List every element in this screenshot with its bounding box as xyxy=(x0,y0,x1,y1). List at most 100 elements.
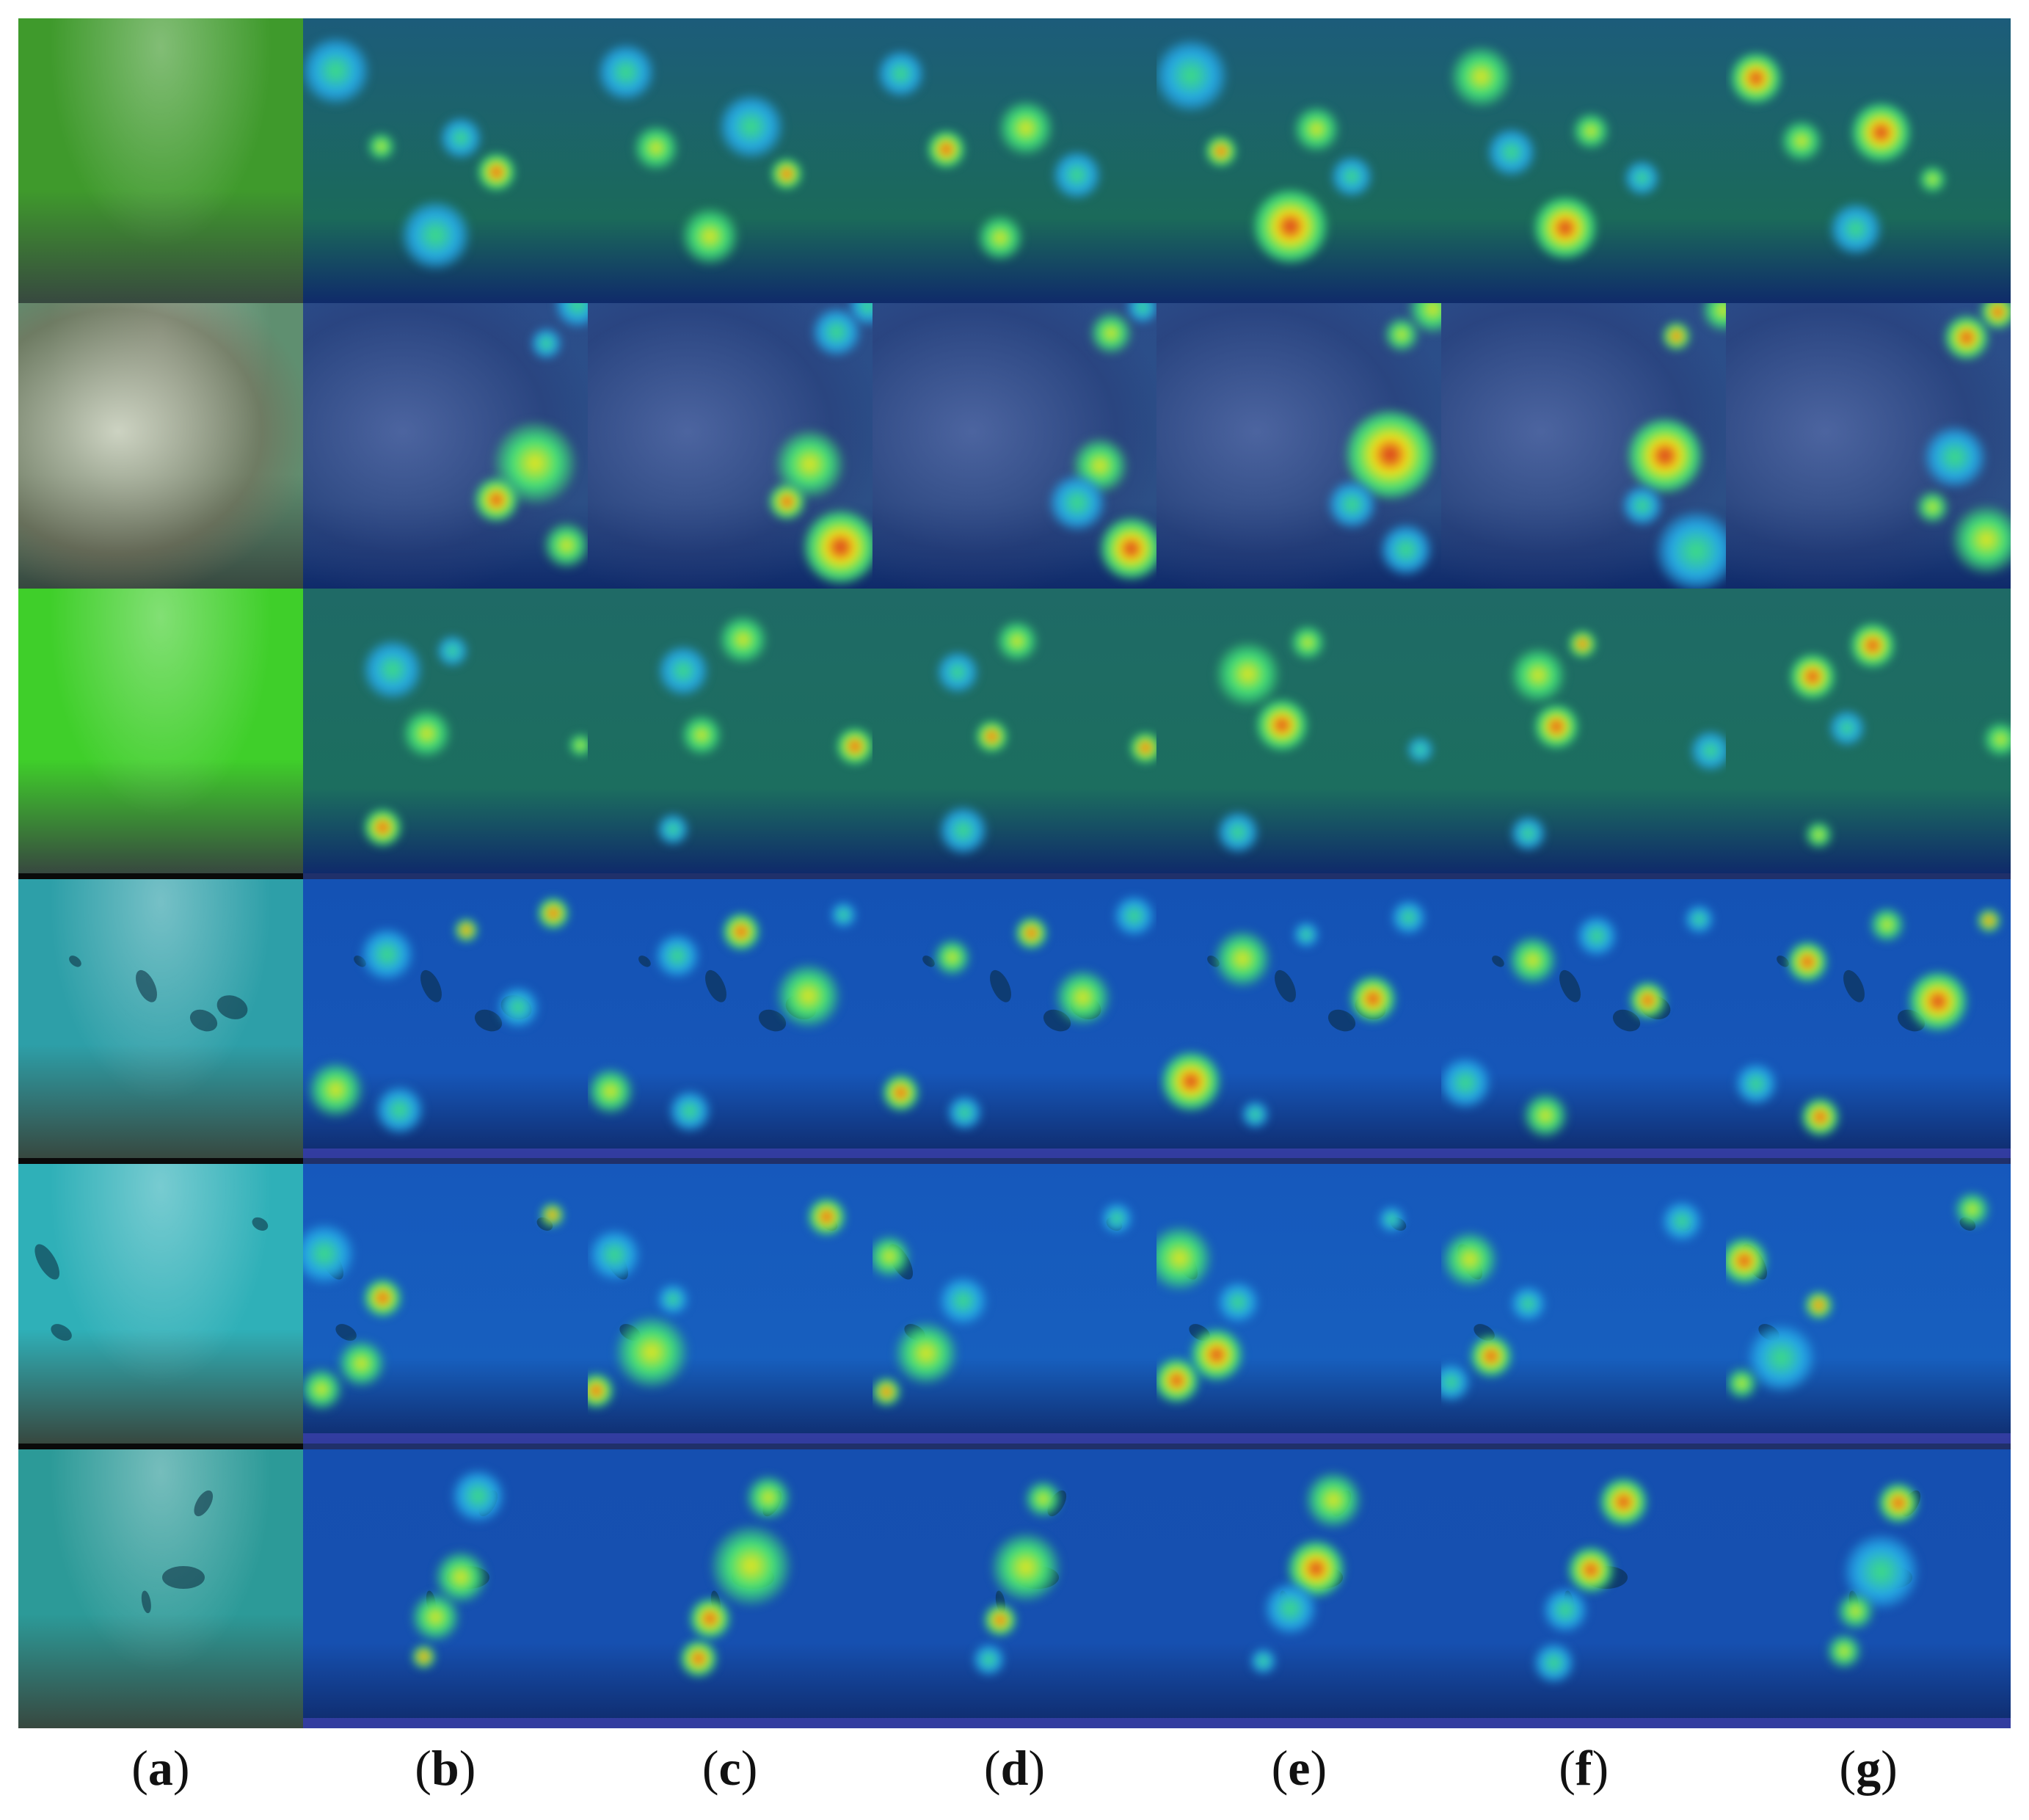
heat-blob xyxy=(1090,313,1132,354)
bottom-band xyxy=(302,1718,589,1729)
heat-blob xyxy=(1627,418,1702,494)
heat-blob xyxy=(1407,736,1433,762)
heat-blob xyxy=(746,1475,790,1520)
heatmap-tile xyxy=(302,18,589,304)
heatmap-tile xyxy=(872,1443,1157,1729)
heat-blob xyxy=(882,1074,919,1111)
timestamp-band xyxy=(18,1158,304,1165)
heat-blob xyxy=(1290,625,1325,660)
heat-blob xyxy=(1829,203,1882,255)
heat-blob xyxy=(1510,647,1566,703)
heat-blob xyxy=(437,636,468,667)
scene-background xyxy=(18,1443,304,1729)
heat-blob xyxy=(1487,128,1535,177)
heat-blob xyxy=(1256,699,1308,751)
heat-blob xyxy=(537,898,569,929)
bottom-band xyxy=(302,1433,589,1444)
heat-blob xyxy=(1730,52,1782,104)
heat-blob xyxy=(719,95,784,159)
fish-silhouette xyxy=(161,1565,205,1589)
heat-blob xyxy=(1656,511,1727,589)
heat-blob xyxy=(939,807,988,855)
bottom-band xyxy=(1156,1718,1442,1729)
heatmap-tile xyxy=(872,303,1157,589)
heatmap-tile xyxy=(1441,1443,1727,1729)
heat-blob xyxy=(363,639,423,699)
heat-blob xyxy=(1924,426,1986,488)
bottom-band xyxy=(1156,1148,1442,1159)
source-image-tile xyxy=(18,1443,304,1729)
heat-blob xyxy=(412,1645,436,1669)
scene-background xyxy=(18,588,304,874)
heat-blob xyxy=(1350,975,1396,1022)
source-image-tile xyxy=(18,303,304,589)
heat-blob xyxy=(1543,1587,1587,1632)
heat-blob xyxy=(1241,1100,1269,1128)
heatmap-tile xyxy=(1156,873,1442,1159)
heat-blob xyxy=(1327,480,1376,528)
heat-blob xyxy=(474,478,519,523)
heat-blob xyxy=(1850,623,1895,668)
scene-background xyxy=(872,1158,1157,1444)
heatmap-tile xyxy=(587,18,873,304)
bottom-band xyxy=(302,1148,589,1159)
heat-blob xyxy=(655,933,699,978)
heat-blob xyxy=(1981,303,2011,330)
heatmap-tile xyxy=(587,1158,873,1444)
scene-background xyxy=(302,1158,589,1444)
heatmap-tile xyxy=(1441,303,1727,589)
heat-blob xyxy=(933,939,970,975)
heat-blob xyxy=(376,1085,424,1134)
heat-blob xyxy=(1331,156,1373,197)
heat-blob xyxy=(812,307,861,356)
heat-blob xyxy=(1053,151,1101,200)
heat-blob xyxy=(455,919,478,942)
heat-blob xyxy=(1161,1052,1221,1111)
timestamp-band xyxy=(1441,873,1727,879)
timestamp-band xyxy=(1156,1443,1442,1449)
heat-blob xyxy=(1908,972,1968,1032)
heatmap-tile xyxy=(587,588,873,874)
heatmap-tile xyxy=(302,1443,589,1729)
scene-background xyxy=(1726,873,2011,1159)
heat-blob xyxy=(1129,732,1157,764)
heat-blob xyxy=(1511,1286,1545,1321)
timestamp-band xyxy=(1726,1158,2011,1165)
scene-background xyxy=(18,18,304,304)
heat-blob xyxy=(984,1604,1016,1637)
heat-blob xyxy=(543,523,589,569)
heat-blob xyxy=(1441,1058,1491,1108)
heat-blob xyxy=(1205,135,1236,167)
heat-blob xyxy=(1217,811,1258,853)
heat-blob xyxy=(1216,641,1280,706)
heat-blob xyxy=(1690,730,1727,771)
heat-blob xyxy=(1156,1358,1199,1403)
bottom-band xyxy=(587,1433,873,1444)
heat-blob xyxy=(1264,1582,1316,1635)
heat-blob xyxy=(1952,506,2011,575)
heat-blob xyxy=(657,813,688,845)
heat-blob xyxy=(837,727,873,765)
heatmap-tile xyxy=(1726,303,2011,589)
heatmap-tile xyxy=(1156,18,1442,304)
heat-blob xyxy=(1101,1202,1133,1234)
heat-blob xyxy=(1534,1642,1574,1683)
heat-blob xyxy=(302,1368,342,1410)
heat-blob xyxy=(1568,630,1596,658)
heat-blob xyxy=(1016,917,1048,949)
heat-blob xyxy=(1576,916,1617,956)
timestamp-band xyxy=(872,1443,1157,1449)
heatmap-tile xyxy=(872,873,1157,1159)
heatmap-tile xyxy=(1726,588,2011,874)
heat-blob xyxy=(302,37,369,105)
heat-blob xyxy=(711,1526,791,1606)
heat-blob xyxy=(877,51,924,98)
heat-blob xyxy=(1829,710,1865,746)
heat-blob xyxy=(616,1316,688,1388)
heat-blob xyxy=(1804,1291,1832,1319)
heat-blob xyxy=(1114,896,1154,936)
heat-blob xyxy=(973,1644,1005,1676)
heatmap-tile xyxy=(1156,303,1442,589)
heat-blob xyxy=(808,1198,845,1236)
timestamp-band xyxy=(1441,1443,1727,1449)
